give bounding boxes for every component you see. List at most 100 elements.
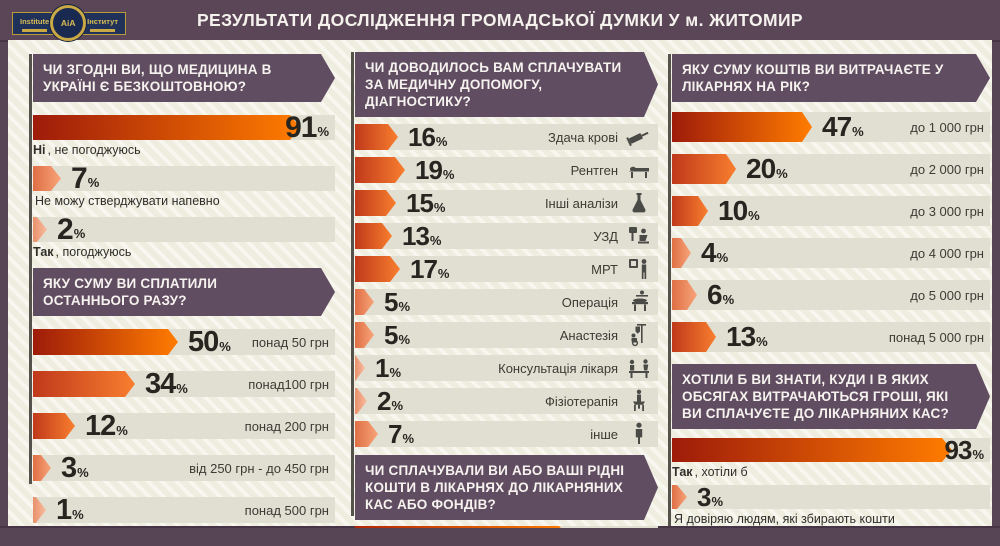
bar-value: 17% xyxy=(410,253,450,284)
bar-value: 7% xyxy=(71,161,100,195)
bar-row: 7% інше xyxy=(355,418,658,449)
section-header-want-to-know: ХОТІЛИ Б ВИ ЗНАТИ, КУДИ І В ЯКИХ ОБСЯГАХ… xyxy=(672,364,990,429)
bar-track: 13% понад 5 000 грн xyxy=(672,321,990,352)
bar-label: Так, погоджуюсь xyxy=(33,245,132,259)
bar-label-wrap: від 250 грн - до 450 грн xyxy=(189,455,329,481)
chart-yearly-spending: 47% до 1 000 грн 20% до 2 000 грн 10% до 3 00… xyxy=(672,111,990,352)
bar-value: 2% xyxy=(57,212,86,246)
bar-label: Інші аналізи xyxy=(544,195,618,211)
bar xyxy=(33,115,300,140)
bar xyxy=(33,497,46,523)
title-bar: РЕЗУЛЬТАТИ ДОСЛІДЖЕННЯ ГРОМАДСЬКОЇ ДУМКИ… xyxy=(0,0,1000,42)
bar-row: 91% Ні, не погоджуюсь xyxy=(33,110,335,157)
bar-track: 13% УЗД xyxy=(355,220,658,251)
column-1: ЧИ ЗГОДНІ ВИ, ЩО МЕДИЦИНА В УКРАЇНІ Є БЕ… xyxy=(29,40,335,528)
bar-label: інше xyxy=(590,426,618,442)
bar-row: 7% Не можу стверджувати напевно xyxy=(33,161,335,208)
bar-track: 50% понад 50 грн xyxy=(33,325,335,358)
content-area: ЧИ ЗГОДНІ ВИ, ЩО МЕДИЦИНА В УКРАЇНІ Є БЕ… xyxy=(8,40,992,528)
section-header-last-payment: ЯКУ СУМУ ВИ СПЛАТИЛИ ОСТАННЬОГО РАЗУ? xyxy=(33,268,335,316)
bar-label: понад 50 грн xyxy=(251,334,329,350)
bar-track: 3% від 250 грн - до 450 грн xyxy=(33,452,335,484)
bar-label: до 4 000 грн xyxy=(910,245,984,261)
bar-row: 13% понад 5 000 грн xyxy=(672,321,990,352)
bar xyxy=(33,413,75,439)
bar-label-wrap: Інші аналізи xyxy=(545,190,652,216)
bar-row: 50% понад 50 грн xyxy=(33,325,335,358)
ultrasound-icon xyxy=(629,227,649,244)
yes-value: 71% xyxy=(361,525,394,529)
bar-label: понад 200 грн xyxy=(244,418,329,434)
bar-value: 91% xyxy=(285,110,329,144)
bar-label: від 250 грн - до 450 грн xyxy=(189,460,329,476)
bar-label: до 5 000 грн xyxy=(910,287,984,303)
chart-fund-payment: 71% 29% Так, сплачували Ні, не сплачувал… xyxy=(355,525,658,529)
bar-label-wrap: понад100 грн xyxy=(248,371,329,397)
bar-row: 2% Так, погоджуюсь xyxy=(33,212,335,259)
bar-value: 4% xyxy=(701,237,729,268)
bar-row: 1% Консультація лікаря xyxy=(355,353,658,383)
bar-track: 5% Анастезія xyxy=(355,319,658,350)
bar-value: 16% xyxy=(408,121,448,152)
bar xyxy=(355,388,367,414)
bar-track: 3% xyxy=(672,482,990,512)
bar-row: 6% до 5 000 грн xyxy=(672,279,990,310)
bar-row: 2% Фізіотерапія xyxy=(355,386,658,416)
bar-label: понад 500 грн xyxy=(244,502,329,518)
bar-label: Я довіряю людям, які збирають кошти xyxy=(674,512,895,526)
bar-label: до 2 000 грн xyxy=(910,161,984,177)
bar-row: 5% Анастезія xyxy=(355,319,658,350)
bar-label-wrap: понад 200 грн xyxy=(245,413,329,439)
flask-icon xyxy=(632,193,646,213)
bar-track: 20% до 2 000 грн xyxy=(672,153,990,184)
no-value: 29% xyxy=(617,525,650,529)
bar-value: 5% xyxy=(384,319,411,350)
bar xyxy=(355,289,374,315)
bar-label-wrap: до 4 000 грн xyxy=(910,238,984,268)
syringe-icon xyxy=(626,131,649,147)
bar xyxy=(672,196,708,226)
bar-label: УЗД xyxy=(593,228,618,244)
bar-value: 1% xyxy=(56,493,84,526)
bar xyxy=(355,421,378,447)
bar-row: 3% від 250 грн - до 450 грн xyxy=(33,452,335,484)
bar-label: Здача крові xyxy=(548,129,618,145)
bar-value: 7% xyxy=(388,418,415,449)
bar-label-wrap: до 1 000 грн xyxy=(910,112,984,142)
bar-track: 12% понад 200 грн xyxy=(33,410,335,442)
bar xyxy=(672,238,691,268)
bar-label: Не можу стверджувати напевно xyxy=(35,194,220,208)
bar-label: до 3 000 грн xyxy=(910,203,984,219)
bar-label-wrap: інше xyxy=(590,421,652,447)
bar xyxy=(33,217,47,242)
bar-track: 17% МРТ xyxy=(355,253,658,284)
bar-track: 93% xyxy=(672,434,990,465)
bottom-strip xyxy=(0,526,1000,546)
bar-label: понад100 грн xyxy=(248,376,329,392)
bar-track: 19% Рентген xyxy=(355,155,658,185)
column-3: ЯКУ СУМУ КОШТІВ ВИ ВИТРАЧАЄТЕ У ЛІКАРНЯХ… xyxy=(668,40,990,528)
bar-label-wrap: МРТ xyxy=(591,256,652,282)
chart-paid-services: 16% Здача крові 19% Рентген 15% Інші аналізи 1… xyxy=(355,121,658,449)
bar xyxy=(355,190,396,216)
bar-value: 93% xyxy=(944,434,984,465)
bar-value: 20% xyxy=(746,153,788,184)
bar-label: МРТ xyxy=(591,261,618,277)
bar-value: 13% xyxy=(402,220,442,251)
column-2: ЧИ ДОВОДИЛОСЬ ВАМ СПЛАЧУВАТИ ЗА МЕДИЧНУ … xyxy=(351,40,658,529)
bar-track: 1% понад 500 грн xyxy=(33,493,335,526)
bar xyxy=(672,154,736,184)
bar-track: 71% 29% xyxy=(355,525,658,529)
bar-track: 7% інше xyxy=(355,418,658,449)
bar xyxy=(355,223,392,249)
bar xyxy=(672,112,812,142)
mri-icon xyxy=(629,259,647,279)
xray-icon xyxy=(629,166,649,178)
institute-logo: Institute АіА Інститут xyxy=(12,5,127,41)
bar xyxy=(672,485,687,509)
bar-label: Операція xyxy=(561,294,618,310)
logo-ribbon-right: Інститут xyxy=(79,11,127,35)
bar-value: 50% xyxy=(188,325,231,358)
bar-label: Анастезія xyxy=(559,327,618,343)
